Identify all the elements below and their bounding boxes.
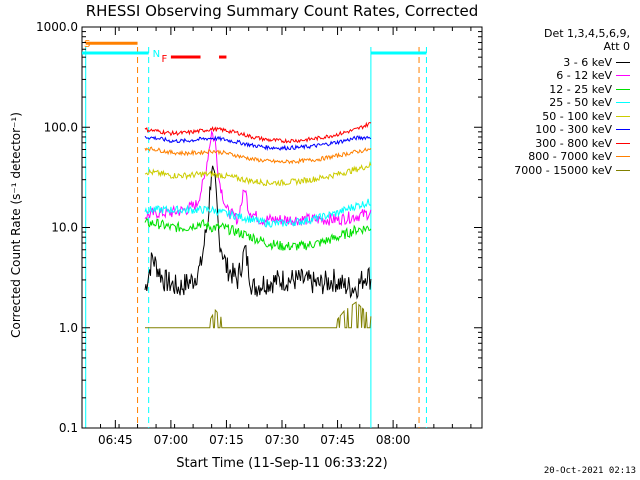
y-tick-label: 10.0 [51, 221, 78, 235]
series-line-3 [144, 198, 372, 228]
legend-entry-label: 100 - 300 keV [535, 123, 612, 136]
legend-entry-swatch [616, 102, 630, 103]
legend-entry-swatch [616, 169, 630, 171]
legend-entry: 300 - 800 keV [535, 136, 630, 150]
series-line-8 [145, 301, 372, 329]
y-tick-label: 1.0 [59, 321, 78, 335]
legend-entry-swatch [616, 156, 630, 157]
chart-title: RHESSI Observing Summary Count Rates, Co… [86, 2, 479, 20]
legend-entry-swatch [616, 75, 630, 76]
y-tick-label: 0.1 [59, 421, 78, 435]
x-axis-label: Start Time (11-Sep-11 06:33:22) [176, 456, 387, 471]
series-line-0 [144, 165, 372, 300]
night-label: N [153, 49, 160, 60]
x-tick-label: 06:45 [98, 433, 133, 447]
saa-label: S [84, 39, 90, 50]
flare-label: F [161, 54, 167, 65]
plot-frame [81, 26, 483, 429]
x-tick-label: 08:00 [376, 433, 411, 447]
y-axis-label: Corrected Count Rate (s⁻¹ detector⁻¹) [9, 112, 23, 338]
legend-entry-swatch [616, 88, 630, 90]
x-tick-label: 07:15 [209, 433, 244, 447]
series-line-4 [144, 160, 372, 187]
legend-entry: 100 - 300 keV [535, 123, 630, 137]
legend-header-line-2: Att 0 [603, 40, 630, 53]
legend-entry-label: 800 - 7000 keV [528, 150, 612, 163]
legend-entry-swatch [616, 115, 630, 117]
series-line-6 [144, 121, 372, 144]
legend-entry: 7000 - 15000 keV [514, 163, 630, 177]
legend-entry-label: 12 - 25 keV [549, 82, 612, 96]
legend-entry-label: 7000 - 15000 keV [514, 163, 612, 177]
footer-date: 20-Oct-2021 02:13 [543, 466, 636, 476]
legend-entry: 50 - 100 keV [542, 109, 630, 123]
legend-header-line-1: Det 1,3,4,5,6,9, [543, 27, 630, 40]
legend-entry-label: 300 - 800 keV [535, 136, 612, 150]
legend-entry: 12 - 25 keV [549, 82, 630, 96]
legend-entry-label: 6 - 12 keV [556, 69, 612, 82]
legend-entry-swatch [616, 129, 630, 130]
series-line-7 [144, 146, 372, 165]
y-tick-label: 100.0 [44, 120, 78, 134]
legend-entry-label: 3 - 6 keV [563, 55, 612, 69]
legend-entry-label: 50 - 100 keV [542, 109, 612, 123]
legend-entry-swatch [616, 61, 630, 63]
legend-entry-label: 25 - 50 keV [549, 96, 612, 109]
x-tick-label: 07:00 [154, 433, 189, 447]
x-tick-label: 07:45 [320, 433, 355, 447]
legend-entry: 6 - 12 keV [556, 69, 630, 83]
x-tick-label: 07:30 [265, 433, 300, 447]
series-line-5 [144, 135, 372, 152]
legend-entry: 800 - 7000 keV [528, 150, 630, 164]
series-line-2 [144, 217, 372, 251]
legend-entry: 25 - 50 keV [549, 96, 630, 110]
legend: Det 1,3,4,5,6,9, Att 0 3 - 6 keV 6 - 12 k… [482, 27, 640, 187]
legend-entry: 3 - 6 keV [563, 55, 630, 69]
y-tick-label: 1000.0 [36, 20, 78, 34]
legend-entry-swatch [616, 142, 630, 144]
